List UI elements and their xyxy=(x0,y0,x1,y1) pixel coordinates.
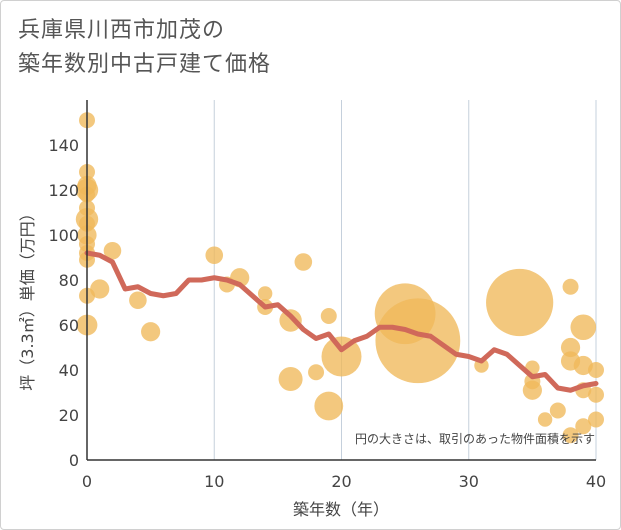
tick-labels: 0 10 20 30 40 0 20 40 60 80 100 120 140 xyxy=(48,136,606,491)
bubble-49 xyxy=(588,411,604,428)
bubble-15 xyxy=(103,241,122,260)
bubble-14 xyxy=(90,279,110,299)
y-tick-0: 0 xyxy=(69,451,79,470)
bubble-46 xyxy=(575,418,592,435)
chart-title-line-1: 兵庫県川西市加茂の xyxy=(18,18,226,43)
bubble-series xyxy=(75,112,604,444)
y-tick-20: 20 xyxy=(59,406,79,425)
bubble-47 xyxy=(588,362,604,378)
bubble-18 xyxy=(205,246,224,265)
bubble-37 xyxy=(537,412,553,427)
y-tick-100: 100 xyxy=(48,226,79,245)
bubble-24 xyxy=(278,367,303,391)
x-tick-0: 0 xyxy=(82,472,92,491)
bubble-39 xyxy=(562,278,579,295)
bubble-31 xyxy=(375,298,461,384)
bubble-43 xyxy=(570,314,597,341)
bubble-26 xyxy=(308,364,325,381)
trend-line xyxy=(84,250,599,393)
y-tick-60: 60 xyxy=(59,316,79,335)
trend-series xyxy=(84,250,599,393)
bubble-25 xyxy=(294,253,313,271)
bubble-33 xyxy=(486,268,554,337)
bubble-size-note: 円の大きさは、取引のあった物件面積を示す xyxy=(355,431,595,446)
bubble-48 xyxy=(588,386,604,403)
x-tick-20: 20 xyxy=(331,472,351,491)
axes xyxy=(86,100,596,461)
bubble-23 xyxy=(279,309,302,332)
x-tick-40: 40 xyxy=(586,472,606,491)
bubble-17 xyxy=(141,322,161,342)
y-tick-120: 120 xyxy=(48,181,79,200)
bubble-28 xyxy=(314,391,344,421)
bubble-38 xyxy=(549,402,566,419)
bubble-16 xyxy=(129,291,147,310)
y-axis-label: 坪（3.3㎡）単価（万円） xyxy=(18,205,37,390)
bubble-27 xyxy=(320,308,337,324)
y-tick-80: 80 xyxy=(59,271,79,290)
bubble-21 xyxy=(257,286,273,301)
chart-title: 兵庫県川西市加茂の 築年数別中古戸建て価格 xyxy=(18,14,271,82)
x-tick-10: 10 xyxy=(204,472,224,491)
y-tick-140: 140 xyxy=(48,136,79,155)
bubble-42 xyxy=(562,427,579,444)
y-tick-40: 40 xyxy=(59,361,79,380)
x-axis-label: 築年数（年） xyxy=(293,500,389,519)
bubble-40 xyxy=(560,337,581,358)
bubble-36 xyxy=(522,380,542,400)
x-tick-30: 30 xyxy=(459,472,479,491)
chart-title-line-2: 築年数別中古戸建て価格 xyxy=(18,52,272,77)
bubble-29 xyxy=(321,336,362,377)
